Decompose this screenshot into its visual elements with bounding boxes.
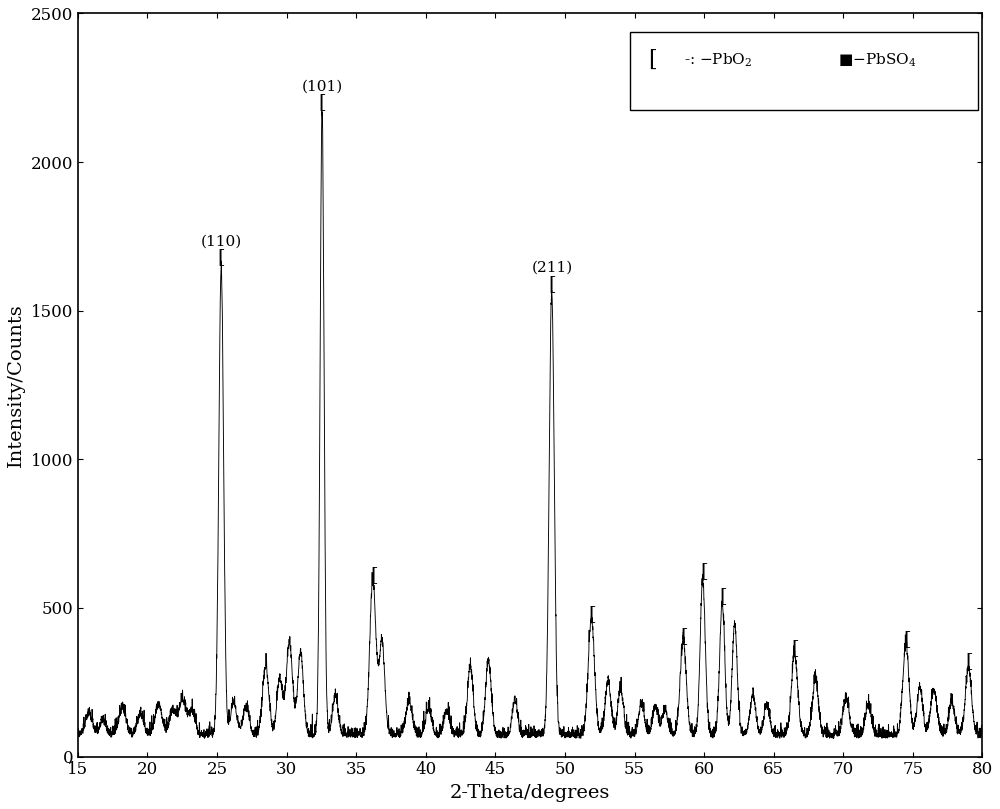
Text: -: $\mathregular{-PbO_2}$: -: $\mathregular{-PbO_2}$ (684, 52, 752, 70)
Text: [: [ (719, 587, 727, 605)
Text: [: [ (548, 275, 556, 293)
Text: (110): (110) (201, 235, 242, 248)
Text: $\blacksquare$$\mathregular{-PbSO_4}$: $\blacksquare$$\mathregular{-PbSO_4}$ (838, 52, 916, 70)
Text: [: [ (903, 630, 911, 648)
Text: [: [ (680, 627, 688, 645)
Text: [: [ (370, 566, 378, 584)
X-axis label: 2-Theta/degrees: 2-Theta/degrees (450, 784, 610, 802)
Text: (211): (211) (532, 261, 573, 275)
Text: [: [ (319, 94, 326, 112)
Y-axis label: Intensity/Counts: Intensity/Counts (7, 303, 25, 467)
FancyBboxPatch shape (630, 32, 978, 110)
Text: [: [ (217, 248, 225, 266)
Text: (101): (101) (302, 80, 343, 94)
Text: [: [ (648, 49, 656, 71)
Text: [: [ (792, 639, 799, 657)
Text: [: [ (966, 652, 973, 671)
Text: [: [ (589, 605, 596, 623)
Text: [: [ (700, 561, 708, 580)
